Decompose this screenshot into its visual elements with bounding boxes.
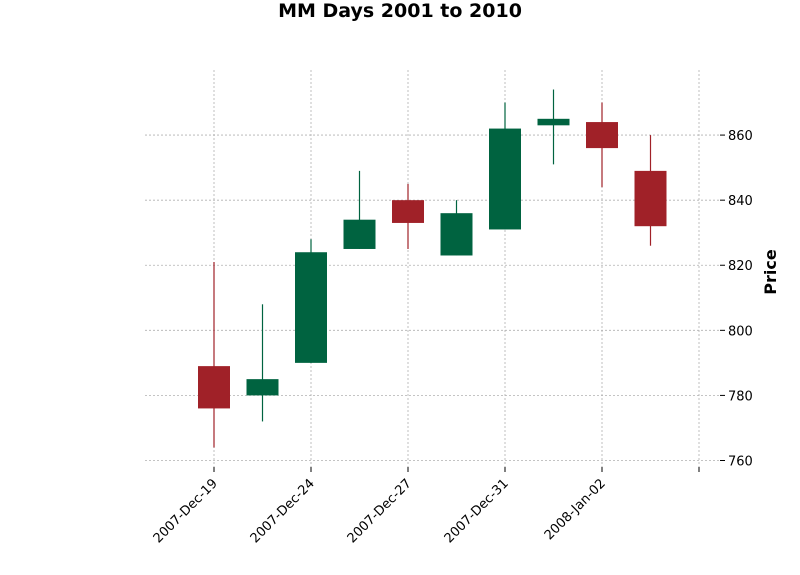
candle-up: [440, 200, 473, 256]
candles: [198, 89, 667, 448]
candle-body: [343, 219, 376, 249]
candle-down: [198, 261, 230, 448]
candle-down: [634, 135, 667, 246]
candle-body: [634, 170, 667, 227]
x-tick-label: 2007-Dec-31: [442, 476, 512, 546]
candle-down: [392, 183, 424, 249]
y-tick-label: 760: [728, 454, 753, 469]
candle-body: [586, 122, 618, 149]
y-axis-label: Price: [761, 249, 780, 295]
x-tick-label: 2007-Dec-19: [151, 476, 221, 546]
candle-body: [198, 366, 230, 409]
candle-up: [295, 239, 327, 363]
candle-body: [392, 200, 424, 223]
candle-body: [295, 252, 327, 363]
candle-body: [489, 128, 521, 230]
y-tick-label: 800: [728, 324, 753, 339]
y-tick-label: 860: [728, 129, 753, 144]
x-tick-label: 2007-Dec-24: [248, 476, 318, 546]
y-tick-label: 840: [728, 194, 753, 209]
candle-up: [537, 89, 570, 165]
y-tick-label: 780: [728, 389, 753, 404]
candle-up: [489, 102, 521, 230]
candle-body: [440, 213, 473, 256]
x-tick-label: 2007-Dec-27: [345, 476, 415, 546]
x-tick-label: 2008-Jan-02: [542, 476, 609, 543]
chart-title: MM Days 2001 to 2010: [278, 0, 522, 22]
grid: [145, 70, 720, 467]
y-tick-label: 820: [728, 259, 753, 274]
candle-up: [246, 304, 279, 422]
candle-body: [537, 118, 570, 126]
candle-body: [246, 379, 279, 396]
candle-down: [586, 102, 618, 188]
candle-up: [343, 170, 376, 249]
